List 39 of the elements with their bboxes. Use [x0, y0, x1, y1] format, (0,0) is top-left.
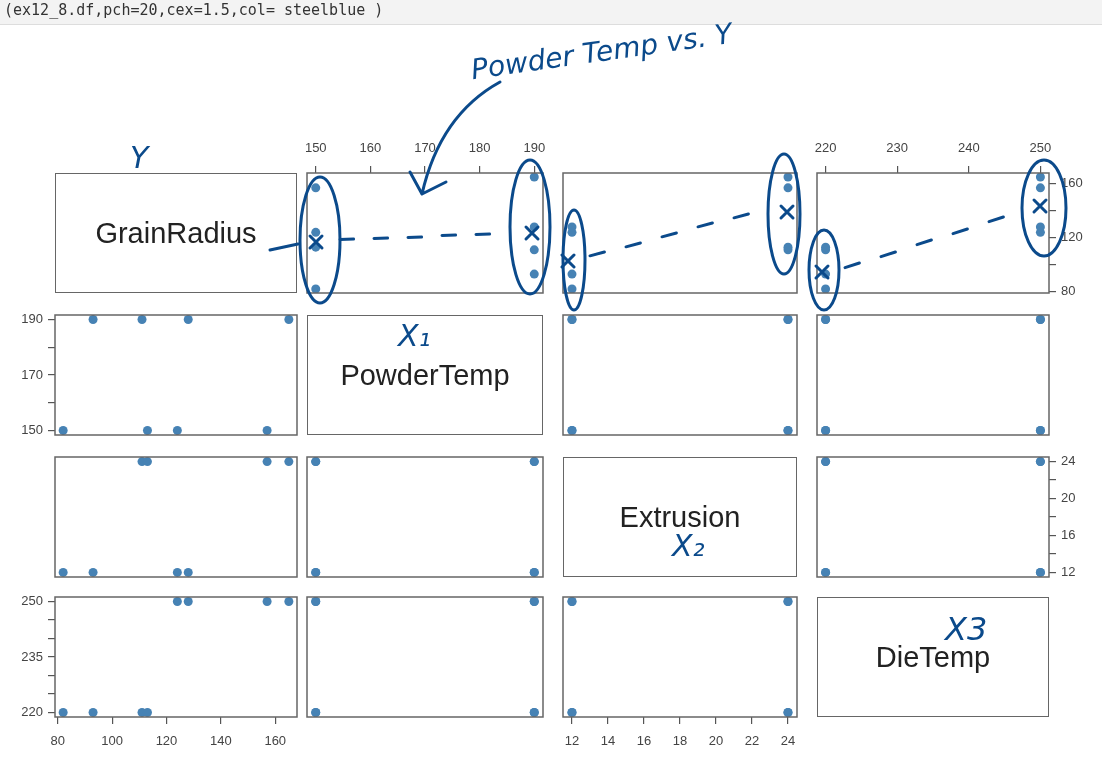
text: PowderTemp — [340, 358, 510, 392]
x-tick-label: 120 — [155, 733, 178, 749]
x-tick-label: 24 — [780, 733, 796, 749]
x-tick-label: 20 — [708, 733, 724, 749]
x-tick-label: 250 — [1029, 139, 1052, 155]
x-tick-label: 170 — [414, 139, 436, 155]
x-tick-label: 180 — [468, 139, 491, 155]
x-tick-label: 14 — [600, 733, 616, 749]
y-tick-label: 250 — [21, 593, 43, 609]
x-tick-label: 160 — [264, 733, 287, 749]
x-tick-label: 230 — [886, 139, 909, 155]
x-tick-label: 190 — [523, 139, 546, 155]
x-tick-label: 18 — [672, 733, 688, 749]
y-tick-label: 80 — [1061, 283, 1076, 299]
text: Y — [130, 140, 149, 175]
y-tick-label: 120 — [1061, 229, 1083, 245]
text: GrainRadius — [95, 216, 257, 250]
x-tick-label: 240 — [957, 139, 980, 155]
y-tick-label: 150 — [21, 422, 43, 438]
x-tick-label: 80 — [50, 733, 65, 749]
x-tick-label: 150 — [304, 139, 327, 155]
y-tick-label: 170 — [21, 366, 43, 382]
x-tick-label: 22 — [744, 733, 760, 749]
y-tick-label: 24 — [1061, 453, 1076, 469]
y-tick-label: 12 — [1061, 563, 1076, 579]
x-tick-label: 140 — [210, 733, 232, 749]
x-tick-label: 160 — [359, 139, 382, 155]
x-tick-label: 220 — [814, 139, 837, 155]
text: (ex12_8.df,pch=20,cex=1.5,col= steelblue ) — [4, 1, 384, 19]
y-tick-label: 16 — [1061, 527, 1076, 543]
y-tick-label: 220 — [21, 704, 43, 720]
y-tick-label: 190 — [21, 311, 43, 327]
y-tick-label: 20 — [1061, 490, 1076, 506]
x-tick-label: 16 — [636, 733, 652, 749]
text: Powder Temp vs. Y — [468, 16, 735, 87]
x-tick-label: 12 — [564, 733, 580, 749]
x-tick-label: 100 — [101, 733, 123, 749]
y-tick-label: 235 — [21, 648, 43, 664]
text: X₁ — [398, 318, 431, 353]
